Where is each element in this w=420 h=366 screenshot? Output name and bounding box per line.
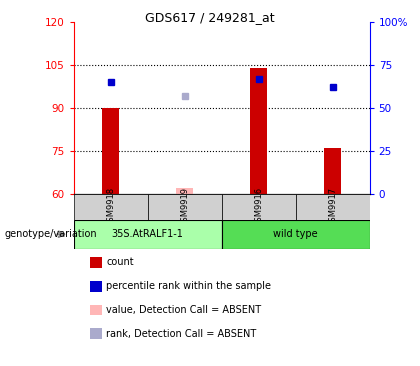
Text: GSM9916: GSM9916 (254, 187, 263, 227)
Bar (296, 194, 370, 220)
Text: count: count (106, 257, 134, 268)
Bar (74, 220, 222, 249)
Bar (74, 194, 147, 220)
Bar (176, 188, 193, 194)
Bar (222, 220, 370, 249)
Text: GSM9917: GSM9917 (328, 187, 337, 227)
Bar (147, 194, 222, 220)
Text: GSM9919: GSM9919 (180, 187, 189, 227)
Text: rank, Detection Call = ABSENT: rank, Detection Call = ABSENT (106, 329, 257, 339)
Bar (250, 68, 267, 194)
Text: 35S.AtRALF1-1: 35S.AtRALF1-1 (112, 229, 184, 239)
Text: wild type: wild type (273, 229, 318, 239)
Text: percentile rank within the sample: percentile rank within the sample (106, 281, 271, 291)
Bar (324, 148, 341, 194)
Bar (222, 194, 296, 220)
Text: GSM9918: GSM9918 (106, 187, 115, 227)
Text: GDS617 / 249281_at: GDS617 / 249281_at (145, 11, 275, 24)
Text: value, Detection Call = ABSENT: value, Detection Call = ABSENT (106, 305, 261, 315)
Bar (102, 108, 119, 194)
Text: genotype/variation: genotype/variation (4, 229, 97, 239)
